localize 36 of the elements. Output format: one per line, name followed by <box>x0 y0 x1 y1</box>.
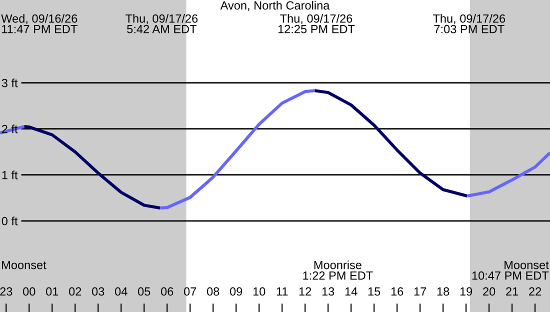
x-tick-label: 01 <box>46 287 58 296</box>
x-tick-label: 00 <box>23 287 36 296</box>
y-tick-label: 0 ft <box>2 216 18 226</box>
x-tick-label: 16 <box>391 287 404 296</box>
x-tick-label: 17 <box>414 287 426 296</box>
y-tick-label: 3 ft <box>2 78 18 88</box>
x-tick-label: 02 <box>69 287 82 296</box>
x-tick-label: 11 <box>276 287 288 296</box>
annotation: Moonset <box>2 260 46 270</box>
annotation: Moonrise 1:22 PM EDT <box>303 260 373 280</box>
x-tick-label: 13 <box>322 287 334 296</box>
x-tick-label: 04 <box>115 287 128 296</box>
annotation: Moonset 10:47 PM EDT <box>472 260 549 280</box>
annotation: Thu, 09/17/26 5:42 AM EDT <box>126 14 198 34</box>
x-tick-label: 10 <box>253 287 266 296</box>
x-tick-label: 19 <box>460 287 472 296</box>
x-tick-label: 07 <box>184 287 196 296</box>
annotation: Thu, 09/17/26 12:25 PM EDT <box>278 14 355 34</box>
x-tick-label: 15 <box>368 287 380 296</box>
x-tick-label: 14 <box>345 287 358 296</box>
y-tick-label: 1 ft <box>2 170 18 180</box>
annotation: Wed, 09/16/26 11:47 PM EDT <box>1 14 78 34</box>
y-tick-label: 2 ft <box>2 124 18 134</box>
chart-title: Avon, North Carolina <box>220 0 330 11</box>
x-tick-label: 18 <box>437 287 450 296</box>
x-tick-label: 20 <box>483 287 496 296</box>
x-tick-label: 22 <box>529 287 542 296</box>
x-tick-label: 05 <box>138 287 150 296</box>
x-tick-label: 23 <box>0 287 12 296</box>
x-tick-label: 09 <box>230 287 242 296</box>
x-tick-label: 08 <box>206 287 220 296</box>
annotation: Thu, 09/17/26 7:03 PM EDT <box>432 14 506 34</box>
x-tick-label: 03 <box>92 287 104 296</box>
x-tick-label: 12 <box>299 287 312 296</box>
x-tick-label: 21 <box>506 287 518 296</box>
x-tick-label: 06 <box>161 287 174 296</box>
